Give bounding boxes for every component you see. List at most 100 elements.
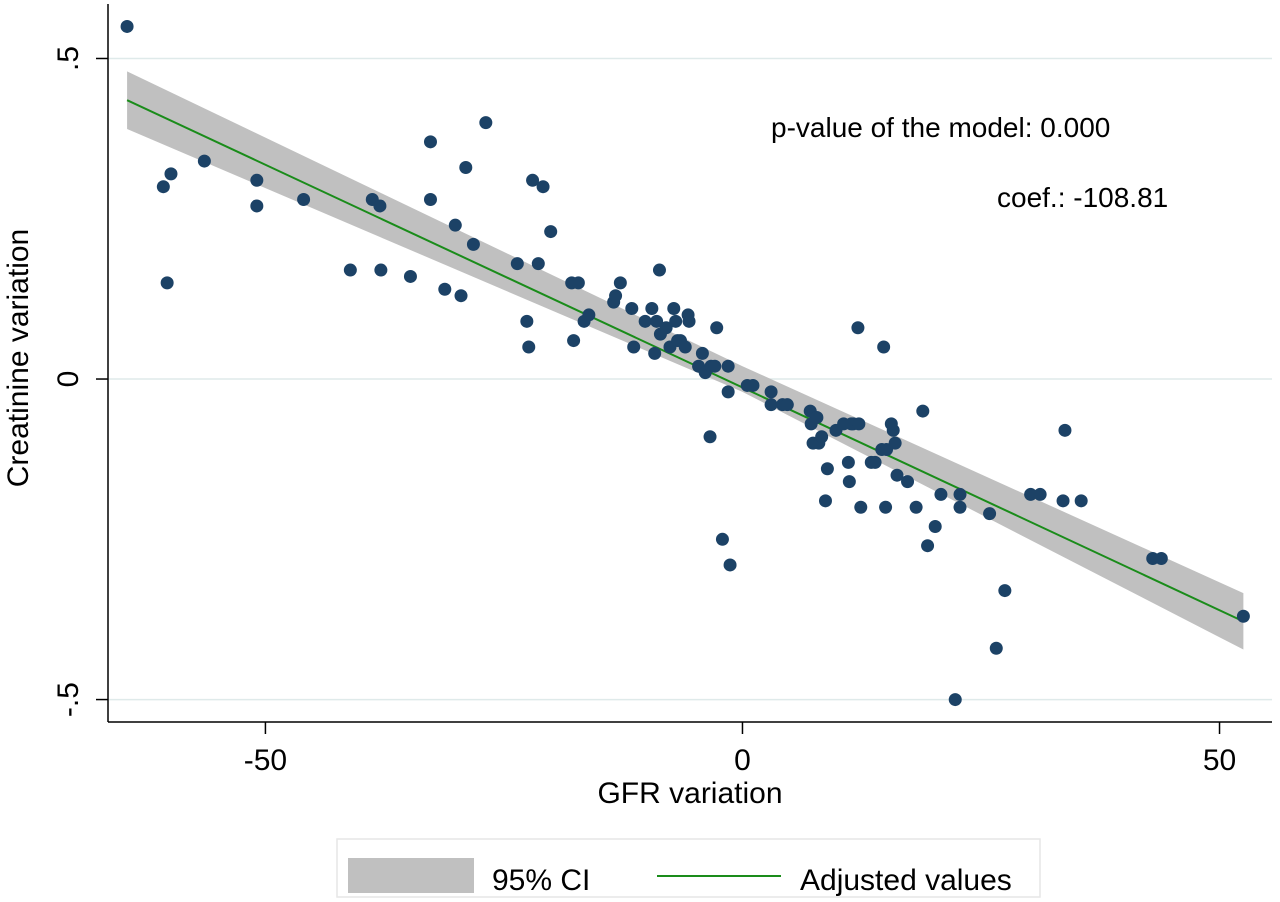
data-point <box>403 269 417 283</box>
data-point <box>164 167 178 181</box>
data-points <box>120 19 1250 707</box>
data-point <box>695 346 709 360</box>
data-point <box>868 455 882 469</box>
grid-lines <box>108 57 1272 701</box>
data-point <box>625 302 639 316</box>
data-point <box>948 693 962 707</box>
data-point <box>197 154 211 168</box>
y-axis-title: Creatinine variation <box>2 229 35 487</box>
data-point <box>645 302 659 316</box>
data-point <box>983 507 997 521</box>
data-point <box>1058 423 1072 437</box>
data-point <box>953 500 967 514</box>
data-point <box>567 334 581 348</box>
legend: 95% CI Adjusted values <box>336 838 1041 898</box>
data-point <box>638 314 652 328</box>
data-point <box>1236 609 1250 623</box>
data-point <box>764 398 778 412</box>
fit-line-layer <box>126 99 1244 623</box>
data-point <box>1033 487 1047 501</box>
data-point <box>479 116 493 130</box>
data-point <box>650 314 664 328</box>
data-point <box>723 558 737 572</box>
coef-annotation: coef.: -108.81 <box>997 182 1168 213</box>
data-point <box>851 321 865 335</box>
data-point <box>916 404 930 418</box>
data-point <box>510 257 524 271</box>
data-point <box>522 340 536 354</box>
data-point <box>877 340 891 354</box>
fit-line <box>126 99 1244 623</box>
data-point <box>678 340 692 354</box>
data-point <box>764 385 778 399</box>
data-point <box>921 539 935 553</box>
data-point <box>1056 494 1070 508</box>
data-point <box>613 276 627 290</box>
data-point <box>1154 552 1168 566</box>
data-point <box>250 173 264 187</box>
data-point <box>648 346 662 360</box>
data-point <box>886 423 900 437</box>
data-point <box>423 193 437 207</box>
data-point <box>890 468 904 482</box>
data-point <box>842 475 856 489</box>
data-point <box>659 321 673 335</box>
data-point <box>250 199 264 213</box>
data-point <box>160 276 174 290</box>
data-point <box>454 289 468 303</box>
legend-ci-label: 95% CI <box>492 864 590 897</box>
data-point <box>667 302 681 316</box>
data-point <box>818 494 832 508</box>
p-value-annotation: p-value of the model: 0.000 <box>771 112 1110 143</box>
data-point <box>466 237 480 251</box>
data-point <box>531 257 545 271</box>
data-point <box>423 135 437 149</box>
y-tick-label: 0 <box>52 371 85 388</box>
data-point <box>1024 487 1038 501</box>
data-point <box>888 436 902 450</box>
data-point <box>715 532 729 546</box>
x-axis-title: GFR variation <box>597 777 782 810</box>
data-point <box>669 314 683 328</box>
y-tick-label: .5 <box>52 46 85 71</box>
data-point <box>627 340 641 354</box>
data-point <box>373 199 387 213</box>
x-tick-label: 0 <box>734 744 751 777</box>
data-point <box>120 19 134 33</box>
data-point <box>721 385 735 399</box>
data-point <box>438 282 452 296</box>
data-point <box>520 314 534 328</box>
data-point <box>928 519 942 533</box>
data-point <box>841 455 855 469</box>
data-point <box>1074 494 1088 508</box>
data-point <box>374 263 388 277</box>
data-point <box>934 487 948 501</box>
data-point <box>746 378 760 392</box>
legend-fit-label: Adjusted values <box>800 864 1012 897</box>
data-point <box>708 359 722 373</box>
data-point <box>879 500 893 514</box>
data-point <box>571 276 585 290</box>
data-point <box>710 321 724 335</box>
data-point <box>989 641 1003 655</box>
data-point <box>652 263 666 277</box>
x-tick-label: -50 <box>244 744 287 777</box>
data-point <box>459 160 473 174</box>
data-point <box>901 475 915 489</box>
data-point <box>526 173 540 187</box>
x-tick-label: 50 <box>1203 744 1236 777</box>
legend-ci-swatch <box>348 858 474 893</box>
y-tick-label: -.5 <box>52 682 85 717</box>
data-point <box>815 430 829 444</box>
data-point <box>909 500 923 514</box>
data-point <box>536 180 550 194</box>
data-point <box>156 180 170 194</box>
data-point <box>609 289 623 303</box>
data-point <box>703 430 717 444</box>
data-point <box>343 263 357 277</box>
data-point <box>810 410 824 424</box>
data-point <box>998 584 1012 598</box>
data-point <box>820 462 834 476</box>
data-point <box>854 500 868 514</box>
